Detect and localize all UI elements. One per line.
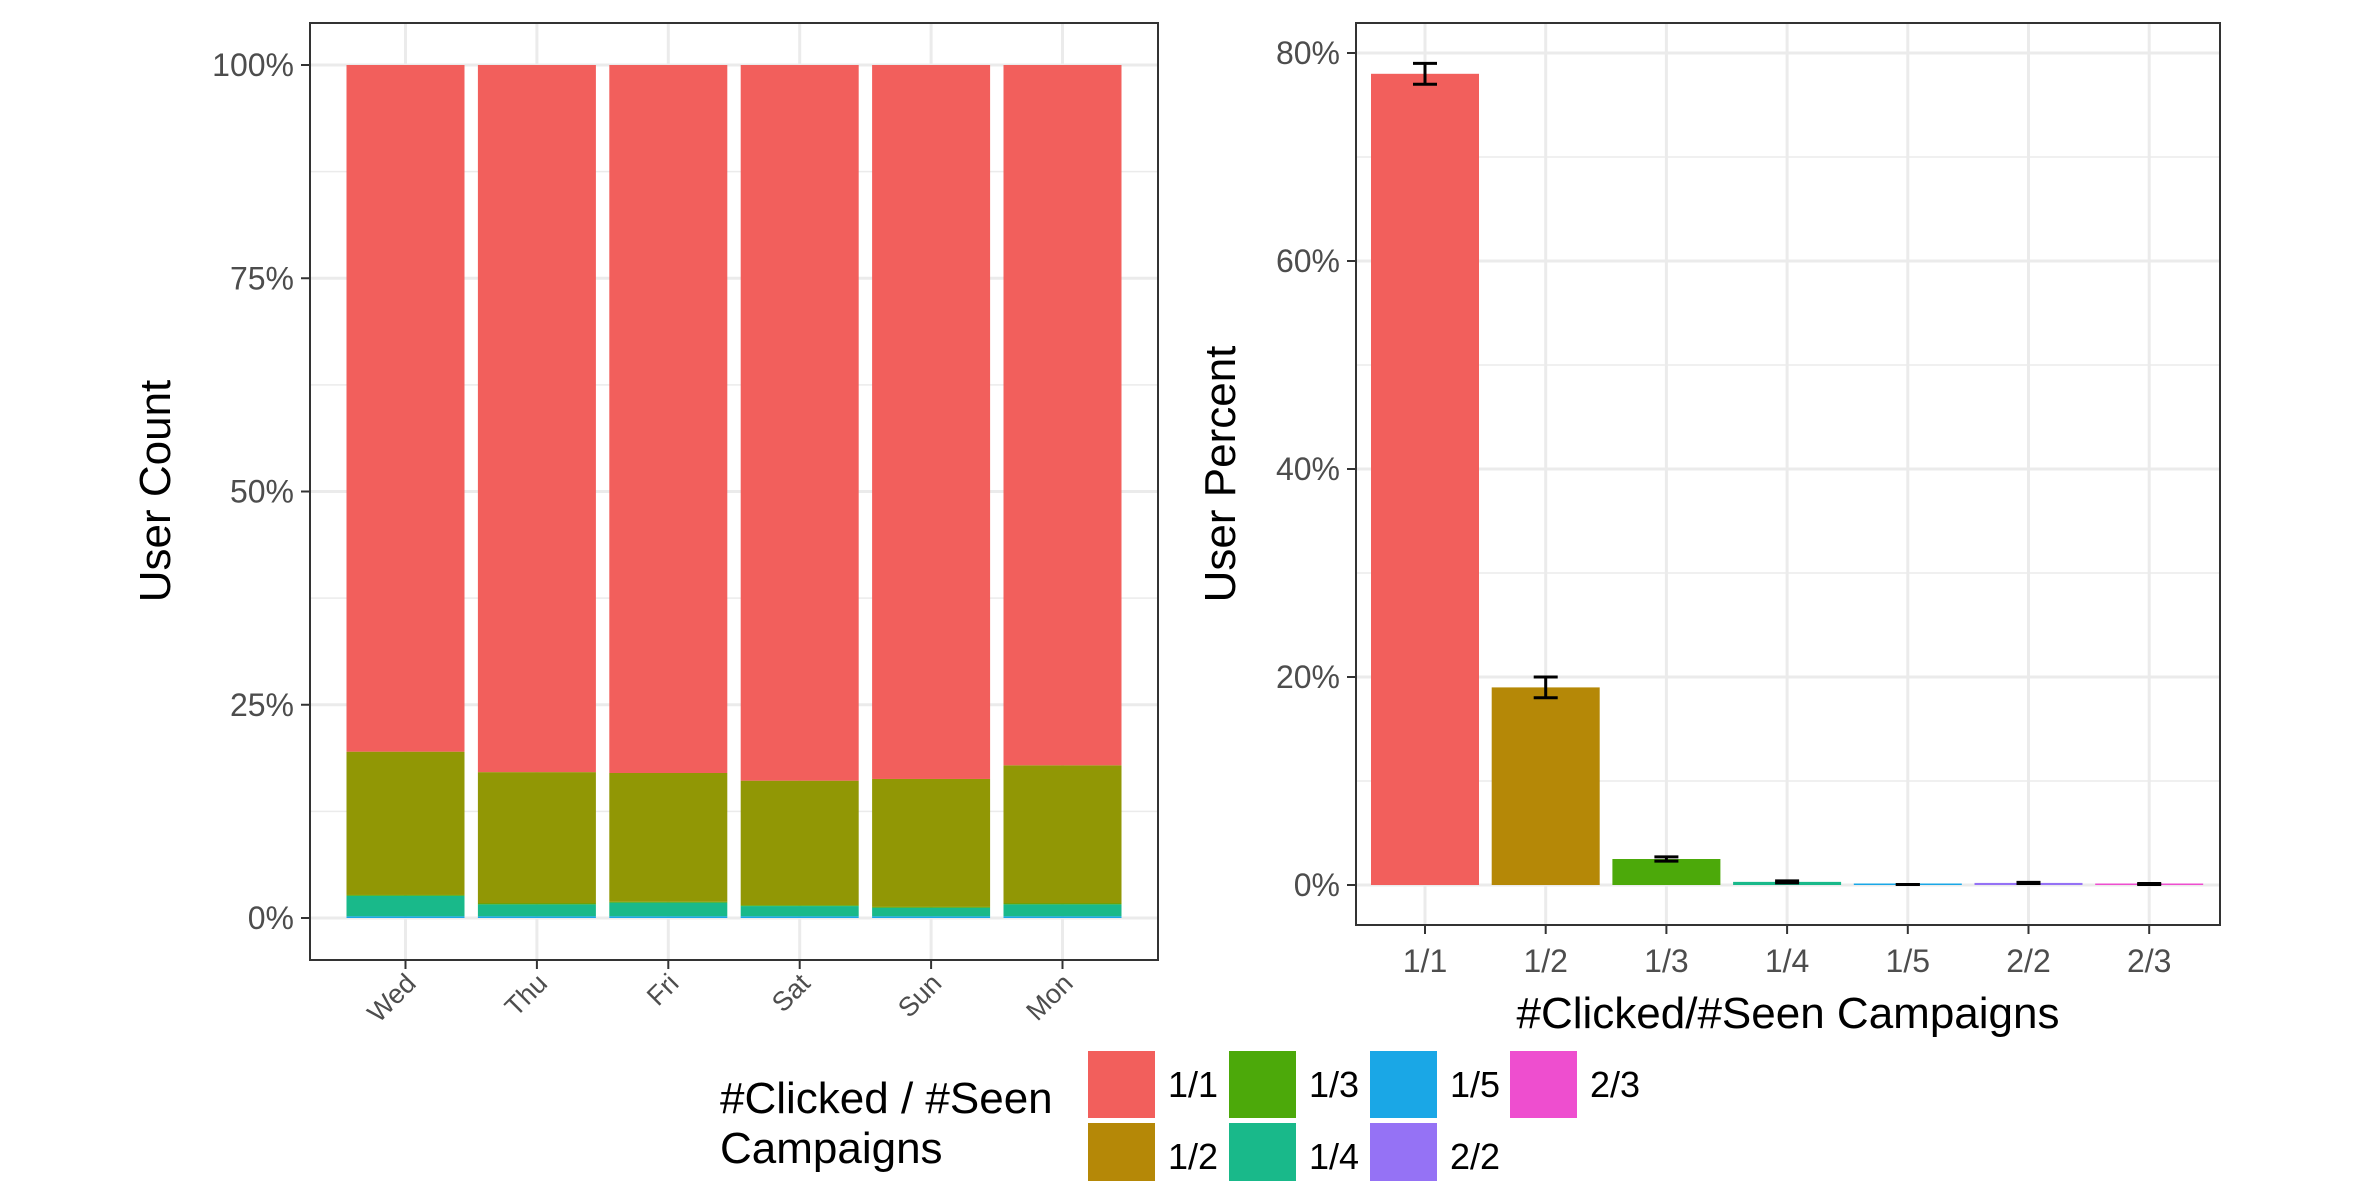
- legend-swatch-2-3: [1510, 1051, 1577, 1118]
- left-y-tick-label: 100%: [212, 47, 294, 83]
- legend-item-2-3: 2/3: [1510, 1051, 1640, 1118]
- x-tick-label-2-3: 2/3: [2127, 943, 2171, 979]
- legend-item-1-4: 1/4: [1229, 1123, 1359, 1181]
- right-y-tick-label: 20%: [1276, 659, 1340, 695]
- legend-swatch-1-4: [1229, 1123, 1296, 1181]
- x-tick-label-sat: Sat: [766, 968, 816, 1018]
- bar-segment-mon-1-4: [1003, 904, 1122, 917]
- legend-item-1-1: 1/1: [1088, 1051, 1218, 1118]
- error-bar-1-4: [1775, 879, 1800, 885]
- x-tick-label-1-3: 1/3: [1644, 943, 1688, 979]
- error-bar-1-3: [1654, 855, 1679, 863]
- bar-segment-wed-1-5: [346, 916, 465, 918]
- bar-segment-fri-1-3: [609, 901, 728, 903]
- legend-title-line1: #Clicked / #Seen: [720, 1074, 1053, 1123]
- right-y-tick-label: 60%: [1276, 243, 1340, 279]
- bar-segment-wed-1-4: [346, 895, 465, 917]
- bar-segment-sat-1-5: [740, 916, 859, 918]
- legend-swatch-1-2: [1088, 1123, 1155, 1181]
- legend-label-1-2: 1/2: [1168, 1136, 1218, 1177]
- bar-segment-sun-1-5: [872, 916, 991, 918]
- left-y-tick-label: 25%: [230, 687, 294, 723]
- legend-item-1-2: 1/2: [1088, 1123, 1218, 1181]
- left-y-axis-title: User Count: [131, 380, 180, 603]
- bar-segment-mon-1-2: [1003, 765, 1122, 904]
- error-bar-1-2: [1533, 675, 1558, 700]
- legend-swatch-1-1: [1088, 1051, 1155, 1118]
- bar-segment-sat-1-4: [740, 906, 859, 917]
- legend-label-2-2: 2/2: [1450, 1136, 1500, 1177]
- bar-segment-sat-1-1: [740, 65, 859, 781]
- right-chart: 0% 20% 40% 60% 80% 1/1 1/2 1/3 1/4 1/5 2/2 2/3 Use…: [1196, 22, 2221, 1038]
- legend-title-line2: Campaigns: [720, 1124, 943, 1173]
- legend-swatch-1-3: [1229, 1051, 1296, 1118]
- legend-label-1-5: 1/5: [1450, 1064, 1500, 1105]
- bar-segment-mon-1-5: [1003, 916, 1122, 918]
- bar-segment-fri-1-1: [609, 65, 728, 773]
- x-tick-label-thu: Thu: [499, 968, 553, 1022]
- x-tick-label-1-5: 1/5: [1886, 943, 1930, 979]
- bar-segment-sun-1-4: [872, 907, 991, 917]
- bar-segment-mon-1-3: [1003, 903, 1122, 905]
- bar-segment-sat-1-2: [740, 780, 859, 906]
- error-bar-2-2: [2016, 880, 2041, 885]
- left-chart: 0% 25% 50% 75% 100% Wed Thu Fri Sat Sun Mon User …: [131, 22, 1159, 1028]
- legend-item-1-5: 1/5: [1370, 1051, 1500, 1118]
- bar-segment-thu-1-1: [477, 65, 596, 773]
- legend-label-2-3: 2/3: [1590, 1064, 1640, 1105]
- bar-segment-thu-1-2: [477, 772, 596, 904]
- x-tick-label-mon: Mon: [1020, 968, 1078, 1026]
- bar-segment-sun-1-1: [872, 65, 991, 779]
- bar-segment-thu-1-5: [477, 916, 596, 918]
- x-tick-label-1-1: 1/1: [1403, 943, 1447, 979]
- bar-segment-sun-1-3: [872, 906, 991, 908]
- bar-segment-fri-1-5: [609, 916, 728, 918]
- right-y-tick-label: 40%: [1276, 451, 1340, 487]
- left-y-tick-label: 0%: [248, 900, 294, 936]
- error-bar-1-1: [1413, 61, 1437, 86]
- bar-segment-mon-1-1: [1003, 65, 1122, 766]
- bar-segment-thu-1-3: [477, 903, 596, 905]
- x-tick-label-fri: Fri: [641, 968, 684, 1011]
- left-y-tick-label: 50%: [230, 474, 294, 510]
- x-tick-label-sun: Sun: [892, 968, 947, 1023]
- right-y-tick-label: 0%: [1294, 867, 1340, 903]
- legend-item-1-3: 1/3: [1229, 1051, 1359, 1118]
- bar-segment-wed-1-3: [346, 894, 465, 896]
- bar-segment-wed-1-2: [346, 751, 465, 895]
- legend-label-1-4: 1/4: [1309, 1136, 1359, 1177]
- x-tick-label-1-2: 1/2: [1523, 943, 1567, 979]
- error-bar-2-3: [2137, 881, 2162, 886]
- legend-label-1-3: 1/3: [1309, 1064, 1359, 1105]
- x-tick-label-2-2: 2/2: [2006, 943, 2050, 979]
- right-x-axis-title: #Clicked/#Seen Campaigns: [1517, 989, 2060, 1038]
- x-tick-label-wed: Wed: [362, 968, 422, 1028]
- bar-segment-wed-1-1: [346, 65, 465, 752]
- legend-swatch-1-5: [1370, 1051, 1437, 1118]
- bar-1-1: [1371, 73, 1479, 886]
- right-y-axis-title: User Percent: [1196, 346, 1245, 603]
- bar-segment-sun-1-2: [872, 778, 991, 907]
- bar-segment-sat-1-3: [740, 905, 859, 907]
- legend-label-1-1: 1/1: [1168, 1064, 1218, 1105]
- legend: #Clicked / #Seen Campaigns 1/1 1/2 1/3 1/4 1…: [720, 1051, 1640, 1181]
- left-y-tick-label: 75%: [230, 260, 294, 296]
- right-y-tick-label: 80%: [1276, 35, 1340, 71]
- legend-item-2-2: 2/2: [1370, 1123, 1500, 1181]
- x-tick-label-1-4: 1/4: [1765, 943, 1809, 979]
- bar-segment-fri-1-4: [609, 902, 728, 917]
- bar-1-2: [1491, 687, 1600, 885]
- legend-swatch-2-2: [1370, 1123, 1437, 1181]
- bar-segment-fri-1-2: [609, 772, 728, 902]
- bar-1-3: [1612, 859, 1721, 885]
- bar-segment-thu-1-4: [477, 904, 596, 917]
